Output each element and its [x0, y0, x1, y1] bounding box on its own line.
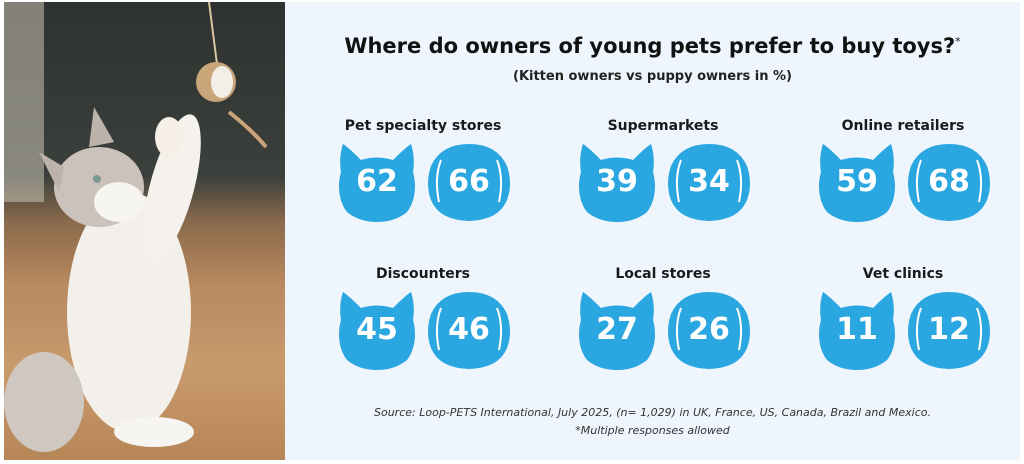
dog-head-icon: [428, 292, 510, 369]
puppy-value-label: 26: [688, 312, 730, 347]
puppy-value-label: 34: [688, 164, 730, 199]
category-group: Pet specialty stores 62 66: [323, 118, 523, 222]
category-group: Local stores 27 26: [563, 266, 763, 370]
kitten-value-mark: 39: [575, 142, 659, 222]
kitten-value-label: 11: [836, 312, 878, 347]
infographic-panel: Where do owners of young pets prefer to …: [285, 2, 1020, 460]
category-label: Discounters: [375, 266, 471, 282]
kitten-value-mark: 59: [815, 142, 899, 222]
category-label: Vet clinics: [862, 266, 944, 282]
kitten-photo: [4, 2, 285, 460]
cat-head-icon: [339, 292, 415, 370]
kitten-value-label: 45: [356, 312, 398, 347]
category-label: Supermarkets: [607, 118, 719, 134]
cat-head-icon: [339, 144, 415, 222]
cat-head-icon: [579, 144, 655, 222]
category-label: Local stores: [615, 266, 711, 282]
puppy-value-label: 68: [928, 164, 970, 199]
kitten-value-label: 59: [836, 164, 878, 199]
puppy-value-mark: 68: [907, 142, 991, 222]
category-label: Online retailers: [841, 118, 965, 134]
kitten-value-mark: 27: [575, 290, 659, 370]
chart-title: Where do owners of young pets prefer to …: [344, 34, 961, 58]
chart-subtitle: (Kitten owners vs puppy owners in %): [513, 69, 792, 84]
puppy-value-label: 12: [928, 312, 970, 347]
kitten-value-mark: 11: [815, 290, 899, 370]
puppy-value-mark: 66: [427, 142, 511, 222]
category-group: Online retailers 59 68: [803, 118, 1003, 222]
dog-head-icon: [908, 292, 990, 369]
category-label: Pet specialty stores: [344, 118, 502, 134]
cat-head-icon: [579, 292, 655, 370]
puppy-value-mark: 26: [667, 290, 751, 370]
cat-head-icon: [819, 144, 895, 222]
kitten-value-mark: 62: [335, 142, 419, 222]
kitten-illustration: [4, 2, 268, 452]
kitten-value-label: 62: [356, 164, 398, 199]
puppy-value-mark: 46: [427, 290, 511, 370]
kitten-value-mark: 45: [335, 290, 419, 370]
puppy-value-label: 46: [448, 312, 490, 347]
source-note: Source: Loop-PETS International, July 20…: [374, 406, 931, 419]
dog-head-icon: [668, 144, 750, 221]
category-group: Supermarkets 39 34: [563, 118, 763, 222]
dog-head-icon: [668, 292, 750, 369]
kitten-value-label: 27: [596, 312, 638, 347]
kitten-value-label: 39: [596, 164, 638, 199]
dog-head-icon: [428, 144, 510, 221]
category-group: Discounters 45 46: [323, 266, 523, 370]
category-group: Vet clinics 11 12: [803, 266, 1003, 370]
cat-head-icon: [819, 292, 895, 370]
puppy-value-mark: 34: [667, 142, 751, 222]
dog-head-icon: [908, 144, 990, 221]
footnote: *Multiple responses allowed: [575, 424, 730, 437]
puppy-value-mark: 12: [907, 290, 991, 370]
puppy-value-label: 66: [448, 164, 490, 199]
